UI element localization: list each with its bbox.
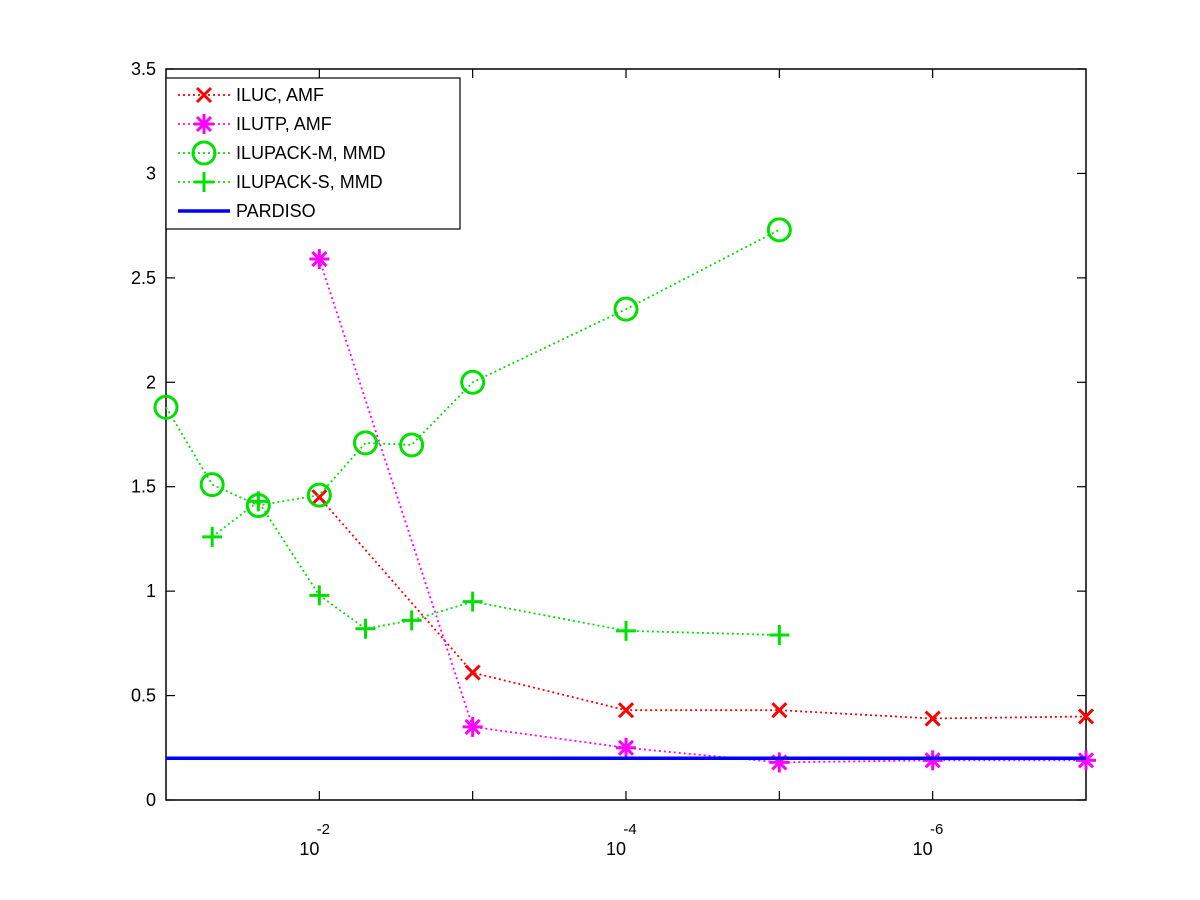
- data-point: [199, 472, 225, 498]
- x-tick-label-exponent: -2: [317, 821, 330, 838]
- series-layer: [153, 217, 1096, 773]
- data-point: [248, 491, 269, 512]
- legend-item: ILUPACK-S, MMD: [178, 172, 383, 192]
- data-point: [769, 625, 790, 646]
- legend-marker: [195, 86, 213, 104]
- data-point: [616, 737, 636, 758]
- data-point: [462, 716, 483, 737]
- data-point: [766, 217, 792, 243]
- legend-marker: [194, 114, 214, 134]
- y-tick-label: 0: [146, 790, 156, 810]
- legend-label: ILUC, AMF: [236, 85, 324, 105]
- series-3: [202, 491, 790, 646]
- ticks-layer: 00.511.522.533.510-210-410-6: [131, 59, 1086, 859]
- x-tick-label-exponent: -4: [623, 821, 636, 838]
- legend-label: ILUPACK-M, MMD: [236, 143, 386, 163]
- series-line: [318, 258, 1086, 764]
- x-tick-label-base: 10: [299, 839, 319, 859]
- data-point: [924, 710, 941, 727]
- data-point: [311, 489, 328, 506]
- data-point: [355, 618, 376, 639]
- series-line: [165, 229, 780, 507]
- y-tick-label: 2.5: [131, 268, 156, 288]
- data-point: [460, 369, 486, 395]
- legend-marker: [194, 172, 214, 192]
- data-point: [616, 620, 636, 641]
- data-point: [399, 432, 425, 458]
- y-tick-label: 1: [146, 581, 156, 601]
- x-tick-label-base: 10: [606, 839, 626, 859]
- x-tick-label-base: 10: [913, 839, 933, 859]
- data-point: [922, 750, 943, 771]
- series-line: [318, 496, 1087, 720]
- legend-item: ILUC, AMF: [178, 85, 324, 105]
- data-point: [464, 664, 481, 681]
- legend: ILUC, AMF ILUTP, AMF ILUPACK-M, MMD ILUPACK…: [165, 77, 461, 230]
- series-line: [211, 499, 780, 636]
- data-point: [617, 702, 635, 719]
- legend-label: ILUTP, AMF: [236, 114, 332, 134]
- legend-item: PARDISO: [178, 201, 316, 221]
- data-point: [613, 296, 639, 322]
- y-tick-label: 2: [146, 372, 156, 392]
- legend-label: PARDISO: [236, 201, 316, 221]
- y-tick-label: 0.5: [131, 686, 156, 706]
- data-point: [462, 591, 483, 612]
- series-0: [311, 489, 1095, 727]
- data-point: [309, 585, 330, 606]
- data-point: [153, 394, 179, 420]
- data-point: [306, 482, 332, 508]
- data-point: [401, 610, 422, 631]
- data-point: [771, 702, 788, 719]
- data-point: [769, 752, 790, 773]
- series-2: [153, 217, 792, 519]
- legend-marker: [191, 140, 217, 166]
- data-point: [1077, 708, 1095, 725]
- series-1: [309, 249, 1096, 773]
- y-tick-label: 3: [146, 163, 156, 183]
- x-tick-label-exponent: -6: [930, 821, 943, 838]
- y-tick-label: 3.5: [131, 59, 156, 79]
- data-point: [309, 249, 330, 270]
- data-point: [202, 526, 223, 547]
- legend-label: ILUPACK-S, MMD: [236, 172, 383, 192]
- data-point: [1076, 750, 1096, 771]
- legend-item: ILUTP, AMF: [178, 114, 332, 134]
- y-tick-label: 1.5: [131, 477, 156, 497]
- legend-item: ILUPACK-M, MMD: [178, 140, 386, 166]
- data-point: [352, 430, 378, 456]
